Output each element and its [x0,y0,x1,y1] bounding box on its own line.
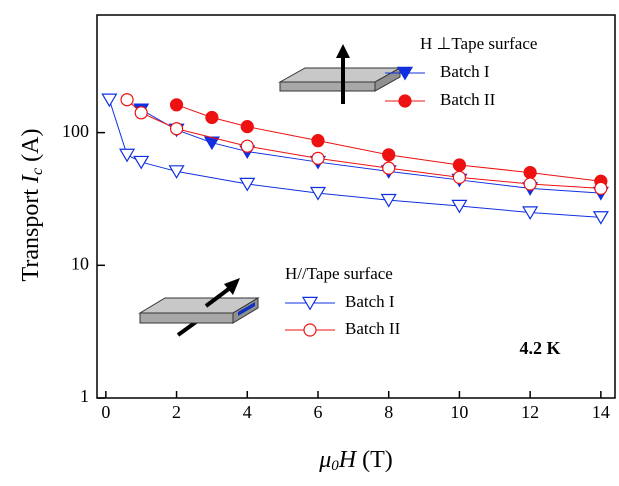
legend-marker [398,94,412,108]
y-label-text: Transport [18,183,44,281]
data-point [119,148,136,163]
y-label-unit: (A) [18,129,44,168]
data-point [382,148,396,162]
x-label-unit: (T) [356,447,393,473]
data-point [522,206,539,220]
data-point [380,193,397,208]
legend-title: H ⊥Tape surface [420,34,537,53]
legend-marker [301,296,319,311]
x-label-symbol: μ [318,447,331,473]
legend-label: Batch II [345,319,401,338]
tape-icon-parallel [138,278,260,337]
y-tick-label: 10 [71,253,89,273]
x-tick-label: 0 [101,402,110,422]
y-tick-label: 1 [80,386,89,406]
x-tick-label: 14 [592,402,610,422]
data-point [452,170,467,184]
data-point [168,165,185,179]
data-point [451,199,468,214]
x-axis-label: μ0H (T) [318,447,393,475]
y-tick-label: 100 [62,121,89,141]
plot-frame [96,14,616,399]
data-point [239,177,256,192]
data-point [452,158,467,172]
tape-icon-perpendicular [278,44,402,104]
data-point [311,134,325,148]
data-point [205,110,219,125]
legend-marker [303,323,317,337]
data-point [311,151,325,165]
data-point [382,161,396,175]
data-point [523,177,537,191]
x-tick-label: 12 [521,402,539,422]
x-tick-label: 8 [384,402,393,422]
series-line [108,99,601,218]
y-label-symbol: I [18,174,44,184]
x-tick-label: 10 [450,402,468,422]
data-point [133,155,150,170]
y-label-subscript: c [29,168,46,175]
temperature-annotation: 4.2 K [519,338,560,358]
data-point [169,98,184,112]
data-point [120,93,134,107]
x-tick-label: 4 [243,402,252,422]
data-point [134,106,148,120]
data-point [169,122,184,136]
x-tick-label: 2 [172,402,181,422]
legend-marker [396,66,414,81]
data-point [101,93,118,108]
legend-label: Batch II [440,90,496,109]
data-point [309,186,327,201]
data-point [240,139,254,153]
data-point [240,120,254,134]
legend-title: H//Tape surface [285,264,393,283]
y-axis-label: Transport Ic (A) [18,129,46,282]
x-tick-label: 6 [313,402,322,422]
x-label-subscript: 0 [331,458,339,474]
data-point [592,211,609,225]
data-point [594,181,608,195]
legend-label: Batch I [345,292,395,311]
data-point [523,165,537,180]
legend-label: Batch I [440,62,490,81]
x-label-variable: H [338,447,358,473]
